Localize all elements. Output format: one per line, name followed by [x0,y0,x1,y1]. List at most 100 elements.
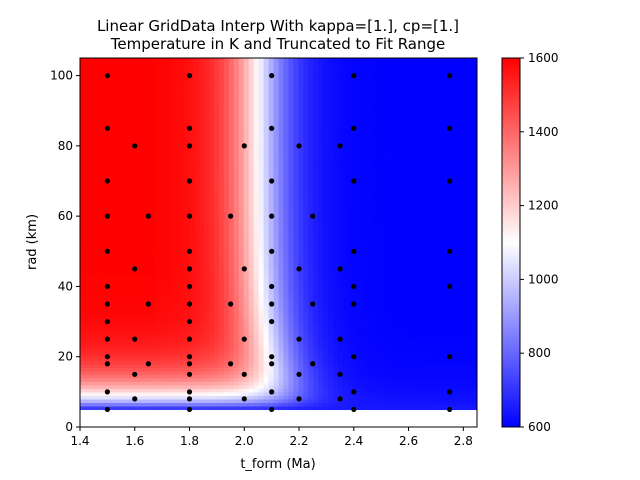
heatmap-cell [248,131,255,136]
heatmap-cell [114,138,121,143]
heatmap-cell [134,152,141,157]
heatmap-cell [268,230,275,235]
heatmap-cell [139,96,146,101]
heatmap-cell [129,121,136,126]
heatmap-cell [89,135,96,140]
heatmap-cell [283,212,290,217]
heatmap-cell [278,82,285,87]
heatmap-cell [129,209,136,214]
heatmap-cell [114,367,121,372]
heatmap-cell [253,402,260,407]
heatmap-cell [119,188,126,193]
heatmap-cell [228,145,235,150]
heatmap-cell [263,293,270,298]
heatmap-cell [124,300,131,305]
heatmap-cell [114,289,121,295]
heatmap-cell [194,237,200,242]
heatmap-cell [243,377,250,382]
heatmap-cell [134,212,141,217]
heatmap-cell [308,328,314,333]
heatmap-cell [84,209,91,214]
heatmap-cell [174,177,180,182]
heatmap-cell [263,282,270,288]
heatmap-cell [268,96,275,101]
heatmap-cell [308,321,314,326]
heatmap-cell [174,181,180,186]
heatmap-cell [213,233,220,238]
heatmap-cell [308,384,314,389]
heatmap-cell [233,275,240,280]
heatmap-cell [109,107,116,112]
heatmap-cell [308,100,314,105]
heatmap-cell [194,356,200,361]
heatmap-cell [174,170,180,175]
heatmap-cell [253,188,260,193]
heatmap-cell [303,265,309,270]
heatmap-cell [159,152,165,157]
heatmap-cell [263,96,270,101]
heatmap-cell [278,156,285,161]
heatmap-cell [238,268,245,273]
heatmap-cell [189,328,195,333]
heatmap-cell [283,339,290,344]
heatmap-cell [104,254,111,259]
heatmap-cell [278,209,285,214]
heatmap-cell [109,318,116,323]
heatmap-cell [323,363,329,368]
heatmap-cell [273,289,280,295]
heatmap-cell [213,398,220,403]
heatmap-cell [114,100,121,105]
heatmap-cell [94,254,101,259]
heatmap-cell [293,159,299,165]
heatmap-cell [89,405,96,411]
heatmap-cell [184,114,190,119]
heatmap-cell [164,195,170,200]
heatmap-cell [149,96,156,101]
heatmap-cell [119,100,126,105]
heatmap-cell [313,191,319,196]
heatmap-cell [293,363,299,368]
heatmap-cell [149,75,156,80]
heatmap-cell [189,72,195,77]
heatmap-cell [253,261,260,266]
heatmap-cell [189,209,195,214]
heatmap-cell [174,244,180,249]
heatmap-cell [174,79,180,84]
heatmap-cell [114,107,121,112]
heatmap-cell [204,152,210,157]
heatmap-cell [213,75,220,80]
heatmap-cell [164,402,170,407]
heatmap-cell [238,86,245,91]
heatmap-cell [218,156,225,161]
heatmap-cell [204,398,210,403]
heatmap-cell [179,381,185,386]
heatmap-cell [268,159,275,165]
heatmap-cell [199,65,205,70]
heatmap-cell [248,142,255,147]
heatmap-cell [293,254,299,259]
heatmap-cell [179,311,185,316]
heatmap-cell [199,268,205,273]
heatmap-cell [99,93,106,98]
heatmap-cell [109,314,116,319]
heatmap-cell [278,72,285,77]
heatmap-cell [263,100,270,105]
heatmap-cell [139,335,146,340]
heatmap-cell [124,342,131,347]
heatmap-cell [273,93,280,98]
heatmap-cell [308,89,314,94]
heatmap-cell [298,384,304,389]
heatmap-cell [169,121,175,126]
heatmap-cell [94,202,101,207]
heatmap-cell [288,381,294,386]
heatmap-cell [80,318,86,323]
heatmap-cell [179,82,185,87]
heatmap-cell [99,325,106,330]
heatmap-cell [313,356,319,361]
heatmap-cell [119,145,126,150]
heatmap-cell [179,205,185,210]
heatmap-cell [288,212,294,217]
heatmap-cell [288,173,294,179]
heatmap-cell [228,381,235,386]
heatmap-cell [199,177,205,182]
